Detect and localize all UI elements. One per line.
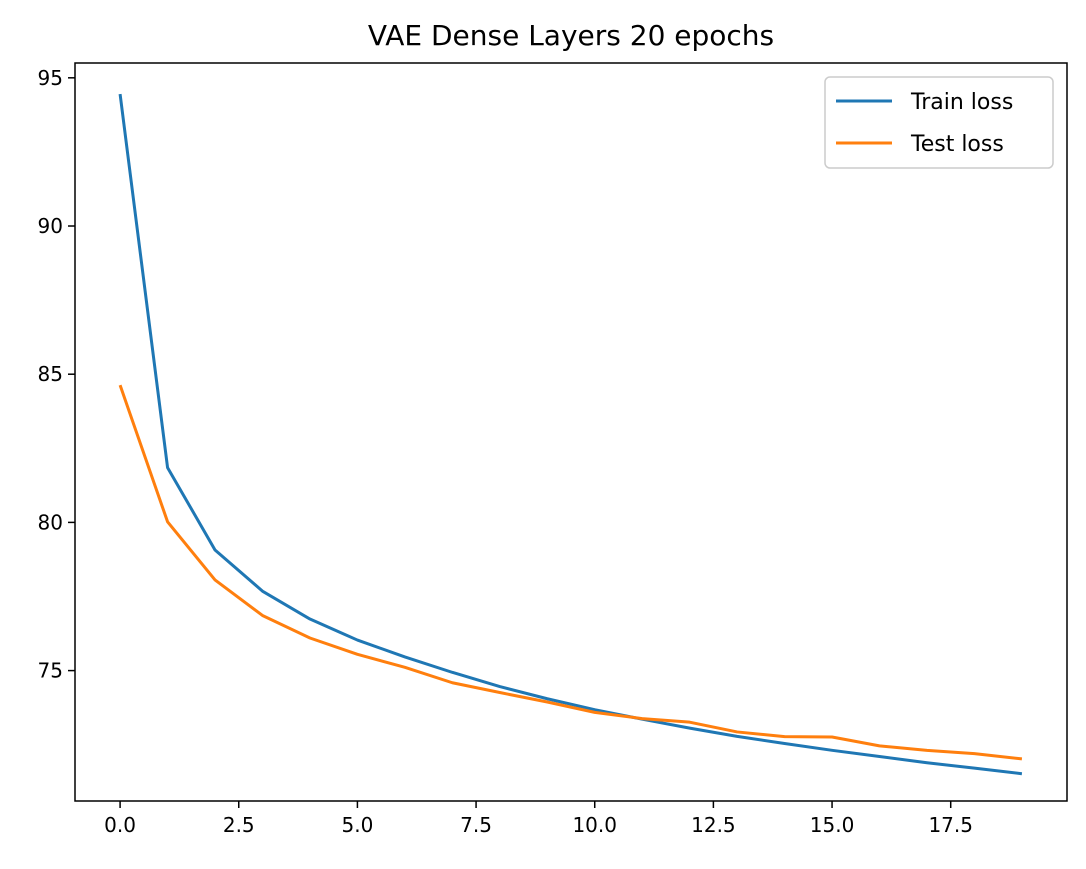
axes: 0.0 2.5 5.0 7.5 10.0 12.5 15.0 17.5 75 80 85 90 95 [38,66,973,837]
y-tick-label: 80 [38,510,63,534]
x-tick-label: 7.5 [460,813,492,837]
series-line-train-loss [118,93,1023,776]
legend-label-train-loss: Train loss [910,90,1013,115]
series-line-test-loss [118,384,1023,761]
x-tick-label: 5.0 [342,813,374,837]
x-tick-label: 12.5 [691,813,736,837]
y-tick-label: 95 [38,66,63,90]
chart-title: VAE Dense Layers 20 epochs [368,19,774,52]
legend: Train loss Test loss [824,76,1054,169]
axes-frame [74,62,1068,802]
x-tick-label: 10.0 [572,813,617,837]
x-tick-label: 0.0 [104,813,136,837]
legend-label-test-loss: Test loss [910,132,1004,157]
y-tick-label: 90 [38,214,63,238]
x-tick-label: 2.5 [223,813,255,837]
plot-area [118,93,1023,776]
y-tick-label: 75 [38,659,63,683]
x-tick-label: 15.0 [810,813,855,837]
x-tick-label: 17.5 [928,813,973,837]
y-tick-label: 85 [38,362,63,386]
